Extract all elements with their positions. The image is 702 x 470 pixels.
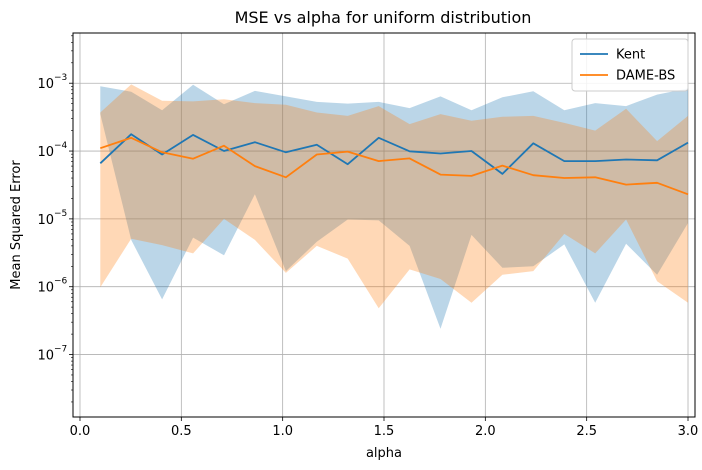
x-tick-label: 0.0	[70, 424, 91, 439]
band-kent	[100, 84, 689, 329]
y-tick-exponent: −5	[54, 209, 67, 219]
y-tick-label: 10	[37, 349, 54, 364]
legend: Kent DAME-BS	[571, 38, 689, 92]
legend-label: Kent	[616, 48, 645, 63]
y-tick-label: 10	[37, 213, 54, 228]
x-tick-label: 1.5	[374, 424, 395, 439]
x-axis-label: alpha	[366, 446, 402, 461]
y-tick-exponent: −3	[54, 73, 67, 83]
x-tick-label: 1.0	[272, 424, 293, 439]
x-tick-label: 0.5	[171, 424, 192, 439]
x-tick-label: 2.0	[475, 424, 496, 439]
legend-box	[571, 38, 689, 92]
y-tick-exponent: −6	[54, 277, 68, 287]
line-kent	[99, 133, 689, 175]
y-axis-label: Mean Squared Error	[9, 160, 24, 290]
x-tick-label: 3.0	[678, 424, 699, 439]
y-axis-ticks: 10−710−610−510−410−3	[37, 35, 73, 403]
grid	[73, 33, 695, 417]
y-tick-exponent: −7	[54, 345, 67, 355]
y-tick-label: 10	[37, 77, 54, 92]
x-tick-label: 2.5	[576, 424, 597, 439]
band-dame-bs	[100, 84, 689, 309]
line-dame-bs	[100, 136, 689, 196]
series-lines	[99, 133, 689, 196]
x-axis-ticks: 0.0 0.5 1.0 1.5 2.0 2.5 3.0	[70, 417, 699, 439]
legend-label: DAME-BS	[616, 69, 675, 84]
chart-title: MSE vs alpha for uniform distribution	[235, 8, 532, 27]
y-tick-label: 10	[37, 145, 54, 160]
y-tick-exponent: −4	[54, 141, 68, 151]
y-tick-label: 10	[37, 281, 54, 296]
confidence-bands	[100, 84, 689, 329]
